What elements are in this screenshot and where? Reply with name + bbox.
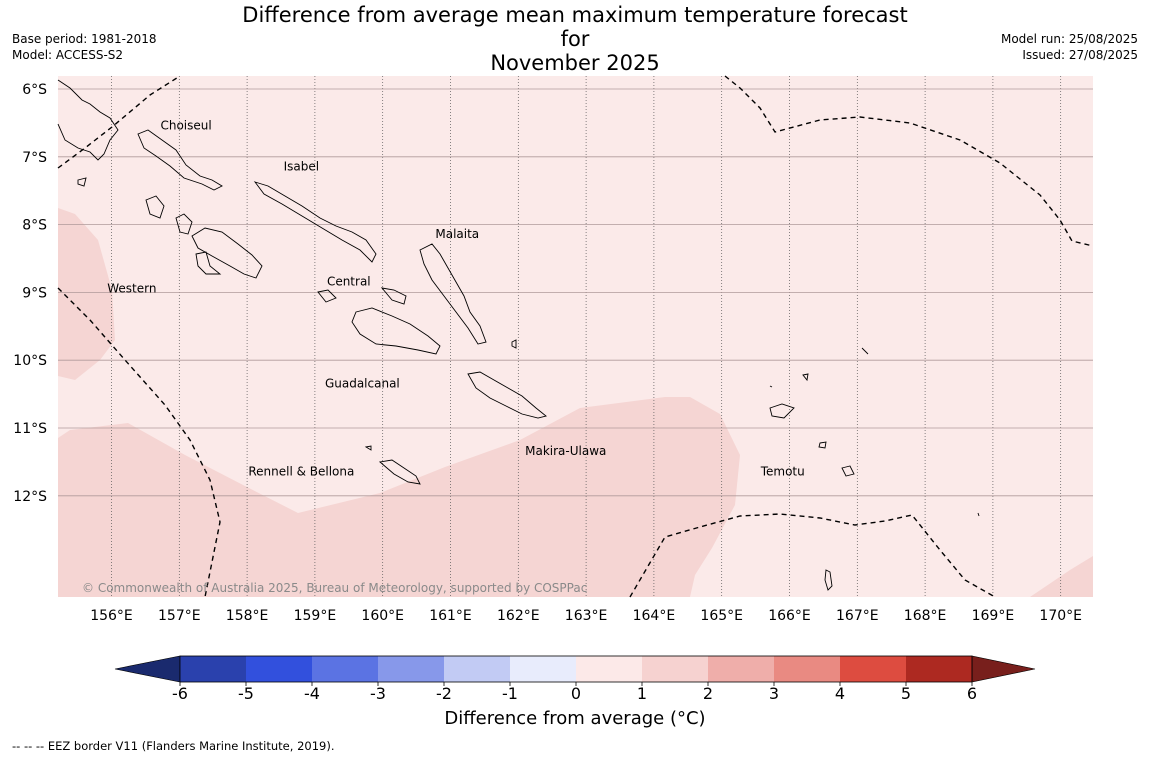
warm-anomaly-patch-southeast <box>1030 556 1093 597</box>
lon-tick-label: 162°E <box>497 608 540 624</box>
colorbar-tick-label: -6 <box>172 684 188 703</box>
base-period: Base period: 1981-2018 <box>12 32 157 46</box>
province-label: Choiseul <box>160 119 211 133</box>
colorbar-segment <box>840 656 906 682</box>
title-line-1: Difference from average mean maximum tem… <box>242 3 908 51</box>
model-run: Model run: 25/08/2025 <box>1000 32 1138 46</box>
meta-left: Base period: 1981-2018 Model: ACCESS-S2 <box>12 31 157 63</box>
malaita-coast <box>419 243 487 345</box>
colorbar-segment <box>510 656 576 682</box>
province-label: Malaita <box>435 227 479 241</box>
warm-anomaly-patch-west <box>58 208 115 380</box>
lat-tick-label: 8°S <box>22 218 47 234</box>
colorbar-tick-label: -1 <box>502 684 518 703</box>
lat-tick-label: 7°S <box>22 150 47 166</box>
colorbar-segment <box>642 656 708 682</box>
santa-cruz-coast <box>769 373 855 477</box>
province-label: Temotu <box>760 464 805 478</box>
lat-tick-label: 11°S <box>13 421 47 437</box>
lat-tick-label: 6°S <box>22 82 47 98</box>
lon-tick-label: 158°E <box>226 608 269 624</box>
new-georgia-coast <box>175 213 263 279</box>
lon-tick-label: 157°E <box>158 608 201 624</box>
colorbar-tick-label: 1 <box>636 684 648 703</box>
bougainville-coast <box>57 79 119 161</box>
colorbar-segment <box>378 656 444 682</box>
colorbar-tick-label: 2 <box>702 684 714 703</box>
lon-tick-label: 160°E <box>361 608 404 624</box>
colorbar-tick-label: -5 <box>238 684 254 703</box>
colorbar-tick-label: 5 <box>900 684 912 703</box>
nggela-coast <box>317 287 407 305</box>
guadalcanal-coast <box>351 307 441 355</box>
copyright-text: © Commonwealth of Australia 2025, Bureau… <box>82 581 587 595</box>
chart-title: Difference from average mean maximum tem… <box>230 3 920 75</box>
province-label: Guadalcanal <box>325 376 400 390</box>
colorbar-tick-label: -2 <box>436 684 452 703</box>
lon-tick-label: 170°E <box>1039 608 1082 624</box>
colorbar-segment <box>906 656 972 682</box>
model-name: Model: ACCESS-S2 <box>12 48 124 62</box>
colorbar-under-extension <box>114 655 181 683</box>
choiseul-coast <box>137 129 223 191</box>
colorbar-segment <box>708 656 774 682</box>
lon-tick-label: 168°E <box>904 608 947 624</box>
colorbar-segment <box>246 656 312 682</box>
colorbar-tick-label: 3 <box>768 684 780 703</box>
colorbar-segment <box>576 656 642 682</box>
eez-borders <box>57 75 1094 598</box>
colorbar-segment <box>312 656 378 682</box>
lon-tick-label: 166°E <box>768 608 811 624</box>
lat-tick-label: 10°S <box>13 353 47 369</box>
lon-tick-label: 161°E <box>429 608 472 624</box>
lon-tick-label: 156°E <box>90 608 133 624</box>
graticule: 156°E 157°E 158°E 159°E 160°E 161°E 162°E 163°E… <box>13 76 1093 624</box>
lon-tick-label: 167°E <box>836 608 879 624</box>
colorbar-segment <box>444 656 510 682</box>
warm-anomaly-patch-south <box>58 397 740 597</box>
colorbar-tick-label: 6 <box>966 684 978 703</box>
colorbar-tick-label: 4 <box>834 684 846 703</box>
colorbar-segment <box>180 656 246 682</box>
issued-date: Issued: 27/08/2025 <box>1022 48 1138 62</box>
colorbar-tick-label: -4 <box>304 684 320 703</box>
colorbar-title: Difference from average (°C) <box>444 708 706 729</box>
province-label: Western <box>107 281 156 295</box>
meta-right: Model run: 25/08/2025 Issued: 27/08/2025 <box>1001 31 1138 63</box>
lon-tick-label: 169°E <box>972 608 1015 624</box>
province-label: Makira-Ulawa <box>525 444 606 458</box>
rennell-coast <box>378 459 421 485</box>
province-label: Rennell & Bellona <box>248 464 354 478</box>
lon-tick-label: 163°E <box>565 608 608 624</box>
title-line-2: November 2025 <box>490 51 660 75</box>
eez-footnote: -- -- -- EEZ border V11 (Flanders Marine… <box>12 739 335 753</box>
lon-tick-label: 165°E <box>700 608 743 624</box>
lat-tick-label: 9°S <box>22 285 47 301</box>
colorbar-over-extension <box>971 655 1036 683</box>
lat-tick-label: 12°S <box>13 489 47 505</box>
province-label: Isabel <box>284 159 319 173</box>
province-label: Central <box>327 275 371 289</box>
lon-tick-label: 159°E <box>294 608 337 624</box>
colorbar-segment <box>774 656 840 682</box>
colorbar-tick-label: 0 <box>570 684 582 703</box>
makira-coast <box>467 371 547 419</box>
islands <box>57 79 980 591</box>
colorbar <box>114 655 1036 686</box>
map-labels: Choiseul Isabel Malaita Western Central Guada… <box>107 119 804 479</box>
lon-tick-label: 164°E <box>633 608 676 624</box>
colorbar-tick-label: -3 <box>370 684 386 703</box>
isabel-coast <box>253 181 377 263</box>
